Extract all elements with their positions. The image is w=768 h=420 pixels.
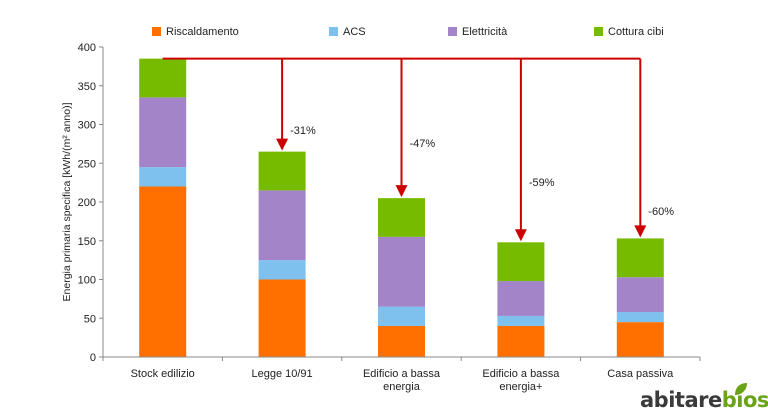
bar-segment-elettricit- — [616, 277, 664, 313]
arrow-head — [514, 229, 527, 242]
x-tick-label: Stock edilizio — [131, 368, 195, 380]
x-tick-label: Edificio a bassa energia — [363, 368, 441, 393]
legend-swatch — [152, 27, 161, 36]
x-tick-label: Edificio a bassa energia+ — [482, 368, 560, 393]
bar-segment-cottura-cibi — [616, 238, 664, 278]
y-tick-label: 0 — [90, 352, 96, 364]
y-tick-label: 300 — [78, 120, 96, 132]
legend-label: Riscaldamento — [166, 26, 239, 38]
y-axis-label: Energia primaria specifica [kWh/(m² anno… — [61, 102, 73, 301]
y-tick-label: 350 — [78, 81, 96, 93]
reduction-label: -59% — [529, 177, 555, 189]
y-axis: 0 50 100 150 200 250 300 350 400 Energia primaria… — [61, 42, 104, 364]
bar-segment-elettricit- — [497, 281, 545, 316]
bars — [139, 58, 664, 357]
bar-segment-cottura-cibi — [258, 151, 306, 191]
bar-segment-elettricit- — [139, 97, 187, 168]
bar-segment-riscaldamento — [139, 186, 187, 357]
legend-swatch — [448, 27, 457, 36]
x-axis: Stock edilizio Legge 10/91 Edificio a bass… — [102, 356, 701, 393]
abitarebios-logo: abitarebios — [640, 383, 768, 412]
reduction-label: -31% — [290, 125, 316, 137]
arrow-head — [634, 225, 647, 238]
bar-segment-acs — [258, 260, 306, 280]
bar-segment-acs — [139, 167, 187, 187]
legend-label: Elettricità — [462, 26, 508, 38]
bar-segment-cottura-cibi — [378, 198, 425, 237]
bar-segment-riscaldamento — [616, 322, 664, 357]
reduction-label: -47% — [410, 138, 436, 150]
x-tick-label: Legge 10/91 — [252, 368, 313, 380]
bar-segment-cottura-cibi — [139, 58, 187, 98]
x-tick-label: Casa passiva — [607, 368, 674, 380]
y-tick-label: 50 — [84, 313, 96, 325]
legend-label: ACS — [343, 26, 366, 38]
bar-segment-acs — [378, 306, 425, 326]
leaf-icon — [735, 383, 747, 395]
y-tick-label: 200 — [78, 197, 96, 209]
legend-swatch — [594, 27, 603, 36]
bar-segment-riscaldamento — [378, 326, 425, 357]
bar-segment-elettricit- — [258, 190, 306, 261]
arrow-head — [276, 138, 289, 151]
bar-segment-riscaldamento — [258, 279, 306, 357]
bar-segment-acs — [497, 315, 545, 326]
bar-segment-elettricit- — [378, 236, 425, 307]
reduction-arrows: -31% -47% -59% -60% — [162, 57, 674, 242]
y-tick-label: 400 — [78, 42, 96, 54]
y-tick-label: 150 — [78, 236, 96, 248]
logo-text-bios: bios — [721, 388, 768, 412]
bar-segment-acs — [616, 312, 664, 323]
y-tick-label: 100 — [78, 275, 96, 287]
arrow-head — [395, 185, 408, 198]
reduction-label: -60% — [648, 206, 674, 218]
legend-label: Cottura cibi — [608, 26, 664, 38]
bar-segment-riscaldamento — [497, 326, 545, 357]
logo-text-abitare: abitare — [640, 388, 722, 412]
y-tick-label: 250 — [78, 158, 96, 170]
bar-segment-cottura-cibi — [497, 242, 545, 282]
legend: Riscaldamento ACS Elettricità Cottura cibi — [152, 26, 664, 38]
legend-swatch — [329, 27, 338, 36]
